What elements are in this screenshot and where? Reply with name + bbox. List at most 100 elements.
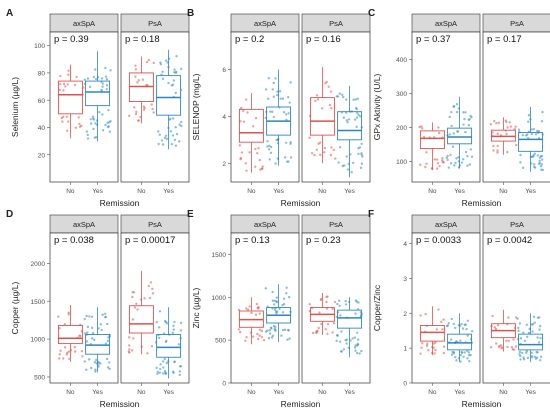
data-point <box>462 355 465 359</box>
panel-letter: A <box>6 8 13 19</box>
data-point <box>533 152 536 155</box>
data-point <box>355 351 359 355</box>
data-point <box>137 79 141 82</box>
box-iqr <box>518 333 544 351</box>
data-point <box>287 295 291 299</box>
data-point <box>281 311 285 314</box>
y-axis-label: SELENOP (mg/L) <box>191 73 201 140</box>
data-point <box>275 296 279 299</box>
data-point <box>449 153 452 157</box>
data-point <box>338 340 342 343</box>
data-point <box>173 138 177 142</box>
data-point <box>85 314 88 318</box>
facet-plot-area <box>120 31 190 183</box>
data-point <box>454 161 457 165</box>
data-point <box>459 354 462 357</box>
data-point <box>256 337 260 341</box>
data-point <box>275 138 278 142</box>
data-point <box>356 111 359 115</box>
data-point <box>94 370 97 373</box>
data-point <box>58 88 61 92</box>
x-tick-label: Yes <box>92 188 103 195</box>
data-point <box>271 299 275 302</box>
data-point <box>491 131 494 134</box>
y-tick-label: 20 <box>38 152 46 159</box>
data-point <box>357 147 360 150</box>
data-point <box>470 155 474 158</box>
facet-plot-area <box>49 31 119 183</box>
data-point <box>497 121 500 125</box>
data-point <box>346 120 349 124</box>
data-point <box>135 302 138 305</box>
data-point <box>170 142 174 146</box>
x-axis-title: Remission <box>100 198 140 208</box>
data-point <box>172 79 176 82</box>
data-point <box>332 322 336 325</box>
data-point <box>442 345 446 348</box>
data-point <box>432 342 435 345</box>
data-point <box>342 95 345 99</box>
data-point <box>511 348 514 351</box>
data-point <box>86 331 89 334</box>
data-point <box>468 360 471 363</box>
y-tick-label: 1500 <box>212 252 227 259</box>
data-point <box>464 111 467 114</box>
y-tick-label: 400 <box>396 57 407 64</box>
data-point <box>271 290 274 294</box>
data-point <box>356 338 360 341</box>
data-point <box>450 317 453 321</box>
data-point <box>269 145 273 149</box>
data-point <box>496 149 499 152</box>
data-point <box>264 330 268 333</box>
data-point <box>275 300 278 303</box>
data-point <box>495 122 498 125</box>
facet-label: axSpA <box>254 19 276 28</box>
data-point <box>489 346 493 349</box>
data-point <box>533 321 536 324</box>
data-point <box>539 165 543 168</box>
data-point <box>237 308 241 312</box>
data-point <box>106 121 109 125</box>
data-point <box>516 317 519 320</box>
data-point <box>257 147 260 150</box>
data-point <box>175 54 178 58</box>
data-point <box>308 136 311 139</box>
data-point <box>448 133 451 136</box>
data-point <box>261 165 264 168</box>
x-tick-label: No <box>66 188 75 195</box>
data-point <box>509 125 513 128</box>
x-tick-label: No <box>499 389 508 396</box>
data-point <box>436 161 440 165</box>
data-point <box>158 133 161 136</box>
data-point <box>149 281 153 284</box>
data-point <box>178 373 181 377</box>
data-point <box>59 349 62 352</box>
data-point <box>251 335 255 338</box>
data-point <box>322 151 326 154</box>
y-tick-label: 2 <box>403 311 407 318</box>
data-point <box>532 163 536 166</box>
data-point <box>467 123 471 127</box>
data-point <box>311 331 315 335</box>
data-point <box>272 95 276 98</box>
data-point <box>104 312 107 315</box>
data-point <box>77 116 80 119</box>
x-tick-label: No <box>428 389 437 396</box>
data-point <box>464 323 467 326</box>
data-point <box>505 339 508 343</box>
data-point <box>134 68 138 71</box>
facet-label: PsA <box>148 220 162 229</box>
data-point <box>461 327 465 330</box>
data-point <box>464 150 468 154</box>
data-point <box>525 351 528 354</box>
data-point <box>442 351 446 355</box>
data-point <box>356 97 360 100</box>
data-point <box>174 144 178 147</box>
data-point <box>325 295 328 299</box>
p-value-label: p = 0.038 <box>54 235 94 246</box>
data-point <box>101 313 104 316</box>
data-point <box>530 132 534 136</box>
data-point <box>108 130 112 133</box>
data-point <box>254 116 258 120</box>
box-iqr <box>57 324 83 345</box>
